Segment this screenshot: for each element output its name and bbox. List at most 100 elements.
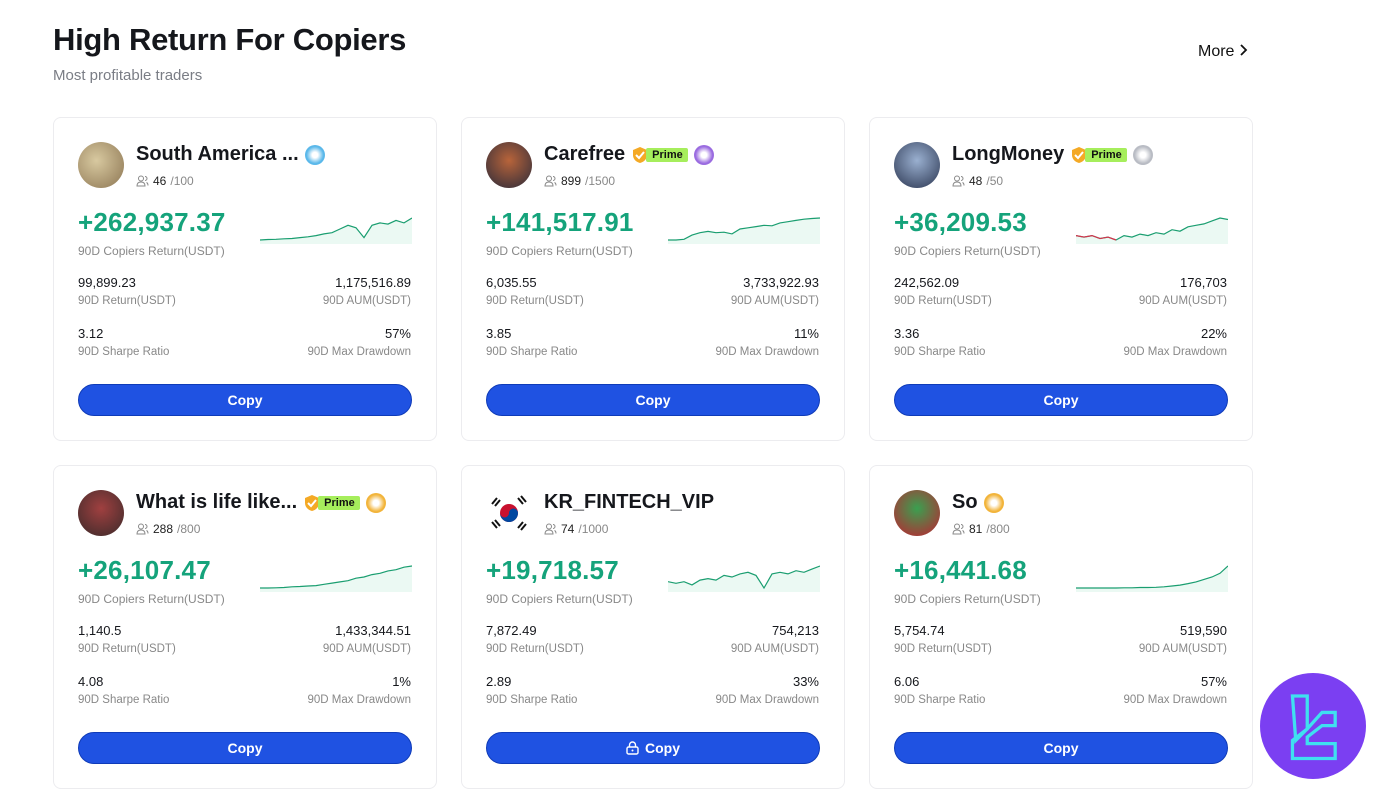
trader-name[interactable]: South America ... xyxy=(136,143,299,165)
trader-avatar[interactable] xyxy=(894,490,940,536)
return-label: 90D Return(USDT) xyxy=(78,295,176,307)
copiers-return-value: +36,209.53 xyxy=(894,207,1027,237)
chevron-right-icon xyxy=(1238,43,1248,61)
prime-label: Prime xyxy=(646,147,688,162)
drawdown-label: 90D Max Drawdown xyxy=(1123,346,1227,358)
prime-label: Prime xyxy=(1085,147,1127,162)
copy-label: Copy xyxy=(227,392,263,408)
copiers-current: 899 xyxy=(561,174,582,188)
sparkline-line xyxy=(1076,565,1228,589)
prime-badge: Prime xyxy=(631,146,688,164)
trader-card[interactable]: LongMoney Prime 48/50 +36,209.53 90D Copi… xyxy=(869,117,1253,441)
sparkline-negative-segment xyxy=(1076,234,1117,241)
drawdown-value: 22% xyxy=(1200,326,1227,341)
copy-button[interactable]: Copy xyxy=(486,732,820,764)
return-value: 242,562.09 xyxy=(894,275,960,290)
trader-name[interactable]: Carefree xyxy=(544,143,626,165)
sharpe-label: 90D Sharpe Ratio xyxy=(78,346,170,358)
verified-shield-icon xyxy=(633,146,648,163)
trader-name[interactable]: So xyxy=(952,491,978,513)
copy-button[interactable]: Copy xyxy=(894,732,1228,764)
drawdown-label: 90D Max Drawdown xyxy=(1123,694,1227,706)
drawdown-value: 11% xyxy=(793,326,819,341)
sparkline-area xyxy=(260,566,412,592)
trader-avatar[interactable] xyxy=(894,142,940,188)
sharpe-value: 6.06 xyxy=(894,674,920,689)
trader-avatar[interactable] xyxy=(486,142,532,188)
sharpe-label: 90D Sharpe Ratio xyxy=(894,694,986,706)
sharpe-label: 90D Sharpe Ratio xyxy=(894,346,986,358)
drawdown-value: 57% xyxy=(1200,674,1227,689)
return-value: 99,899.23 xyxy=(78,275,136,290)
copy-button[interactable]: Copy xyxy=(486,384,820,416)
trader-avatar[interactable] xyxy=(78,142,124,188)
copiers-current: 74 xyxy=(561,522,575,536)
trader-name[interactable]: KR_FINTECH_VIP xyxy=(544,491,715,513)
sharpe-value: 3.36 xyxy=(894,326,920,341)
copiers-max: /1500 xyxy=(585,174,616,188)
aum-value: 176,703 xyxy=(1180,275,1227,290)
copiers-count: 46/100 xyxy=(136,174,194,188)
more-link[interactable]: More xyxy=(1198,43,1248,61)
copiers-current: 81 xyxy=(969,522,983,536)
aum-label: 90D AUM(USDT) xyxy=(1138,643,1227,655)
drawdown-label: 90D Max Drawdown xyxy=(307,694,411,706)
trader-card[interactable]: KR_FINTECH_VIP 74/1000 +19,718.57 90D Co… xyxy=(461,465,845,789)
trader-name[interactable]: What is life like... xyxy=(136,491,298,513)
sparkline-line xyxy=(668,565,820,590)
copiers-return-value: +26,107.47 xyxy=(78,555,211,585)
sharpe-label: 90D Sharpe Ratio xyxy=(486,694,578,706)
copy-button[interactable]: Copy xyxy=(894,384,1228,416)
return-value: 1,140.5 xyxy=(78,623,122,638)
drawdown-label: 90D Max Drawdown xyxy=(715,694,819,706)
level-medal-icon xyxy=(1132,144,1153,165)
more-label: More xyxy=(1198,43,1235,60)
copy-label: Copy xyxy=(1043,392,1079,408)
return-label: 90D Return(USDT) xyxy=(78,643,176,655)
trader-card[interactable]: So 81/800 +16,441.68 90D Copiers Return(… xyxy=(869,465,1253,789)
level-medal-icon xyxy=(365,492,386,513)
copiers-max: /50 xyxy=(986,174,1004,188)
copiers-return-value: +19,718.57 xyxy=(486,555,619,585)
sharpe-value: 2.89 xyxy=(486,674,512,689)
return-label: 90D Return(USDT) xyxy=(894,295,992,307)
trader-card[interactable]: What is life like... Prime 288/800 +26,10… xyxy=(53,465,437,789)
sparkline-area xyxy=(668,566,820,592)
sparkline-area xyxy=(1076,566,1228,592)
sparkline-area xyxy=(1076,218,1228,244)
trader-name[interactable]: LongMoney xyxy=(952,143,1065,165)
copiers-current: 46 xyxy=(153,174,167,188)
copy-button[interactable]: Copy xyxy=(78,384,412,416)
users-icon xyxy=(544,175,557,187)
sparkline-line xyxy=(668,217,820,241)
copiers-return-value: +262,937.37 xyxy=(78,207,226,237)
copy-button[interactable]: Copy xyxy=(78,732,412,764)
level-medal-icon xyxy=(304,144,325,165)
copiers-count: 288/800 xyxy=(136,522,200,536)
copiers-return-label: 90D Copiers Return(USDT) xyxy=(486,244,633,258)
sparkline-line xyxy=(260,565,412,589)
copiers-return-label: 90D Copiers Return(USDT) xyxy=(78,244,225,258)
return-label: 90D Return(USDT) xyxy=(894,643,992,655)
aum-value: 1,175,516.89 xyxy=(335,275,411,290)
verified-shield-icon xyxy=(305,494,320,511)
prime-badge: Prime xyxy=(1070,146,1127,164)
copiers-return-label: 90D Copiers Return(USDT) xyxy=(894,244,1041,258)
aum-value: 754,213 xyxy=(772,623,819,638)
sharpe-label: 90D Sharpe Ratio xyxy=(78,694,170,706)
drawdown-value: 57% xyxy=(384,326,411,341)
trader-card[interactable]: South America ... 46/100 +262,937.37 90D… xyxy=(53,117,437,441)
trader-avatar[interactable] xyxy=(486,490,532,536)
copiers-count: 899/1500 xyxy=(544,174,615,188)
copiers-current: 288 xyxy=(153,522,174,536)
pnl-sparkline xyxy=(668,565,820,592)
copiers-max: /100 xyxy=(170,174,194,188)
brand-logo xyxy=(1260,673,1366,779)
users-icon xyxy=(136,175,149,187)
users-icon xyxy=(136,523,149,535)
pnl-sparkline xyxy=(260,565,412,592)
copiers-count: 48/50 xyxy=(952,174,1003,188)
drawdown-value: 33% xyxy=(792,674,819,689)
trader-avatar[interactable] xyxy=(78,490,124,536)
trader-card[interactable]: Carefree Prime 899/1500 +141,517.91 90D C… xyxy=(461,117,845,441)
